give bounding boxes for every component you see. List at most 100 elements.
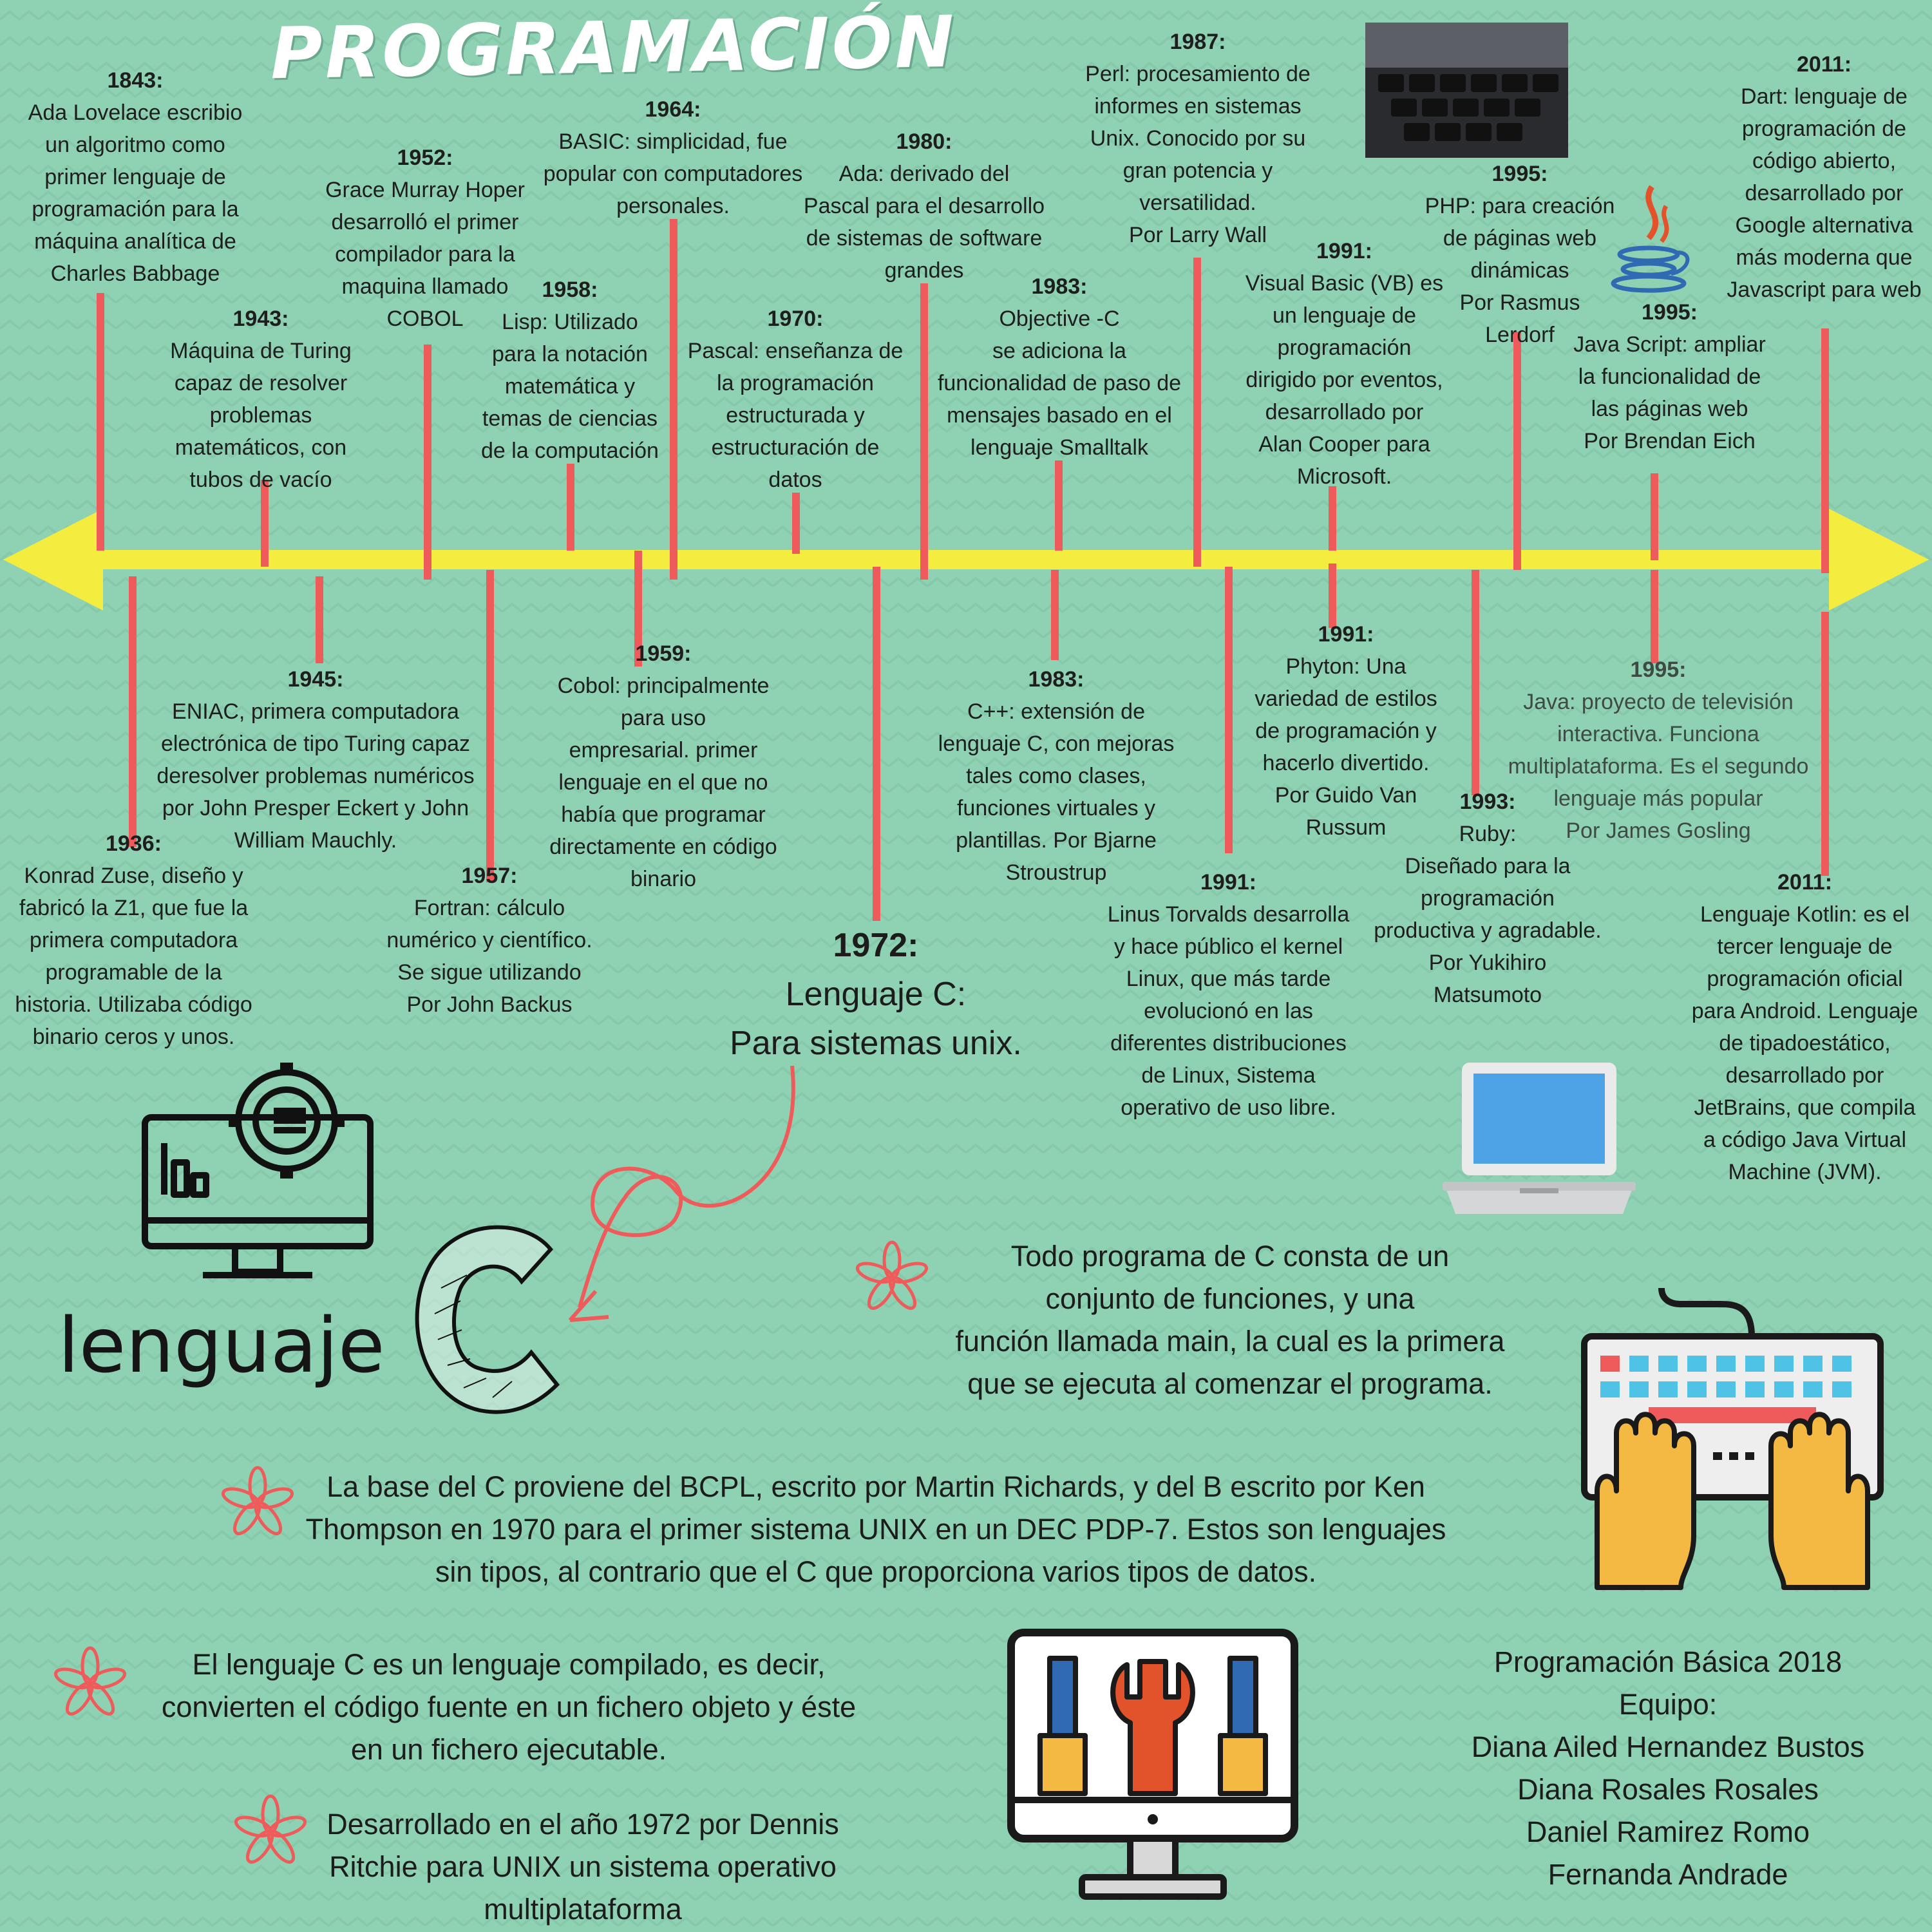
- tick-1993: [1472, 570, 1479, 795]
- entry-text: Phyton: Una variedad de estilos de progr…: [1255, 654, 1437, 840]
- arrow-icon: [568, 1065, 795, 1322]
- entry-year: 1991:: [1200, 870, 1256, 895]
- note-compiled: El lenguaje C es un lenguaje compilado, …: [161, 1648, 857, 1766]
- entry-year: 1993:: [1459, 790, 1516, 814]
- java-logo-icon: [1611, 185, 1690, 293]
- tick-1952: [424, 345, 431, 580]
- entry-year: 1964:: [645, 97, 701, 122]
- timeline-entry: 1959: Cobol: principalmente para uso emp…: [528, 638, 799, 895]
- tools-monitor-icon: [1007, 1629, 1298, 1900]
- entry-year: 1991:: [1316, 239, 1372, 263]
- timeline-entry: 1995: Java Script: ampliar la funcionali…: [1558, 296, 1781, 457]
- entry-text: Ada Lovelace escribio un algoritmo como …: [28, 100, 243, 286]
- lenguaje-word: lenguaje: [58, 1301, 385, 1390]
- tick-1957: [486, 570, 494, 882]
- entry-text: Konrad Zuse, diseño y fabricó la Z1, que…: [15, 864, 252, 1049]
- entry-text: Grace Murray Hoper desarrolló el primer …: [325, 178, 525, 331]
- entry-year: 1958:: [542, 278, 598, 302]
- entry-text: Linus Torvalds desarrolla y hace público…: [1107, 902, 1350, 1120]
- entry-text: Visual Basic (VB) es un lenguaje de prog…: [1245, 271, 1444, 489]
- entry-year: 1936:: [106, 831, 162, 856]
- team-credits: Programación Básica 2018 Equipo: Diana A…: [1436, 1641, 1900, 1896]
- timeline-entry: 2011: Lenguaje Kotlin: es el tercer leng…: [1678, 866, 1932, 1188]
- asterisk-icon: [53, 1646, 127, 1716]
- team-label: Equipo:: [1618, 1688, 1718, 1721]
- tick-1958: [567, 464, 574, 551]
- entry-text: Java: proyecto de televisión interactiva…: [1508, 690, 1809, 843]
- timeline-entry: 1991: Visual Basic (VB) es un lenguaje d…: [1230, 235, 1459, 493]
- highlight-1972: 1972: Lenguaje C: Para sistemas unix.: [689, 921, 1063, 1068]
- keyboard-photo-icon: [1365, 23, 1568, 158]
- entry-text: Ada: derivado del Pascal para el desarro…: [803, 162, 1045, 283]
- entry-year: 1980:: [896, 129, 952, 154]
- note-main-function: Todo programa de C consta de un conjunto…: [955, 1240, 1505, 1400]
- entry-text: Objective -C se adiciona la funcionalida…: [937, 307, 1182, 460]
- team-member: Daniel Ramirez Romo: [1526, 1815, 1810, 1848]
- timeline-entry: 1983: C++: extensión de lenguaje C, con …: [914, 663, 1198, 889]
- entry-year: 1943:: [232, 307, 289, 331]
- timeline-entry: 1995: Java: proyecto de televisión inter…: [1491, 654, 1826, 847]
- timeline-entry: 1983: Objective -C se adiciona la funcio…: [924, 270, 1195, 464]
- entry-year: 1952:: [397, 146, 453, 170]
- asterisk-icon: [855, 1240, 929, 1310]
- timeline-entry: 1991: Linus Torvalds desarrolla y hace p…: [1085, 866, 1372, 1124]
- timeline-arrow-left: [3, 509, 103, 611]
- entry-year: 1987:: [1170, 30, 1226, 54]
- timeline-entry: 1943: Máquina de Turing capaz de resolve…: [148, 303, 374, 496]
- tick-1995-php: [1513, 332, 1521, 570]
- tick-1964: [670, 219, 677, 580]
- tick-1843: [97, 293, 104, 551]
- tick-1943: [261, 480, 269, 567]
- entry-year: 1959:: [635, 641, 692, 666]
- timeline-entry: 1993: Ruby: Diseñado para la programació…: [1362, 786, 1613, 1011]
- timeline-entry: 1936: Konrad Zuse, diseño y fabricó la Z…: [0, 828, 267, 1053]
- tick-1991-linux: [1225, 567, 1233, 853]
- entry-text: ENIAC, primera computadora electrónica d…: [156, 699, 475, 853]
- timeline-entry: 2011: Dart: lenguaje de programación de …: [1710, 48, 1932, 306]
- tick-1936: [129, 576, 137, 847]
- entry-text: Java Script: ampliar la funcionalidad de…: [1573, 332, 1766, 453]
- note-bcpl-origin: La base del C proviene del BCPL, escrito…: [305, 1470, 1446, 1588]
- entry-year: 1970:: [767, 307, 824, 331]
- entry-year: 1843:: [107, 68, 164, 93]
- timeline-entry: 1843: Ada Lovelace escribio un algoritmo…: [6, 64, 264, 290]
- team-member: Fernanda Andrade: [1548, 1858, 1788, 1891]
- note-ritchie: Desarrollado en el año 1972 por Dennis R…: [327, 1808, 839, 1926]
- entry-year: 1995:: [1492, 162, 1548, 186]
- entry-text: Lenguaje Kotlin: es el tercer lenguaje d…: [1691, 902, 1918, 1184]
- entry-year: 1957:: [461, 864, 518, 888]
- timeline-entry: 1987: Perl: procesamiento de informes en…: [1066, 26, 1330, 251]
- timeline-axis: [90, 550, 1842, 569]
- laptop-icon: [1443, 1063, 1636, 1214]
- typing-keyboard-icon: [1581, 1287, 1884, 1590]
- tick-1980: [920, 283, 928, 580]
- tick-1987: [1193, 258, 1201, 567]
- tick-1983: [1055, 460, 1063, 551]
- entry-text: Pascal: enseñanza de la programación est…: [687, 339, 904, 492]
- entry-text: Lisp: Utilizado para la notación matemát…: [481, 310, 659, 463]
- entry-year: 1991:: [1318, 622, 1374, 647]
- tick-1959: [634, 551, 642, 667]
- entry-year: 1983:: [1031, 274, 1088, 299]
- letter-c-icon: [415, 1225, 560, 1414]
- entry-text: Cobol: principalmente para uso empresari…: [549, 674, 777, 891]
- asterisk-icon: [234, 1794, 307, 1864]
- tick-2011-kotlin: [1821, 612, 1829, 876]
- timeline-entry: 1991: Phyton: Una variedad de estilos de…: [1233, 618, 1459, 844]
- entry-year: 1945:: [287, 667, 344, 692]
- entry-year: 2011:: [1796, 52, 1852, 77]
- entry-text: Ruby: Diseñado para la programación prod…: [1374, 822, 1602, 1007]
- timeline-entry: 1952: Grace Murray Hoper desarrolló el p…: [309, 142, 541, 335]
- course-name: Programación Básica 2018: [1493, 1645, 1842, 1678]
- entry-text: BASIC: simplicidad, fue popular con comp…: [543, 129, 803, 218]
- timeline-entry: 1980: Ada: derivado del Pascal para el d…: [789, 126, 1059, 287]
- entry-year: 1995:: [1630, 658, 1687, 682]
- highlight-year: 1972:: [833, 927, 919, 964]
- entry-text: Dart: lenguaje de programación de código…: [1727, 84, 1922, 302]
- timeline-entry: 1964: BASIC: simplicidad, fue popular co…: [531, 93, 815, 222]
- entry-year: 1983:: [1028, 667, 1084, 692]
- timeline-entry: 1945: ENIAC, primera computadora electró…: [132, 663, 499, 857]
- timeline-entry: 1970: Pascal: enseñanza de la programaci…: [676, 303, 914, 496]
